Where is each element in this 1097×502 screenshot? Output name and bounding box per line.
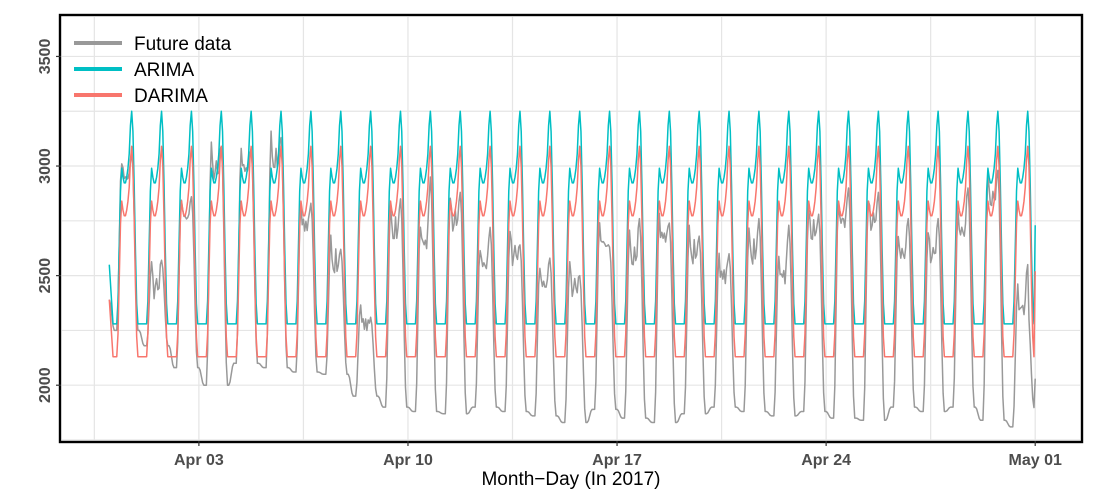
y-tick-label: 2000 [37, 367, 54, 403]
series-line-darima [108, 145, 1036, 358]
legend-label: ARIMA [134, 60, 195, 81]
y-tick-label: 2500 [37, 258, 54, 294]
series-line-arima [108, 110, 1036, 325]
y-tick-label: 3500 [37, 39, 54, 75]
series-lines [108, 110, 1036, 428]
x-axis-title: Month−Day (In 2017) [481, 469, 660, 490]
plot-panel-border [58, 13, 1084, 444]
x-axis: Apr 03 Apr 10 Apr 17 Apr 24 May 01 [174, 441, 1062, 469]
y-tick-label: 3000 [37, 148, 54, 184]
y-axis: 2000 2500 3000 3500 [37, 39, 61, 403]
legend-label: Future data [134, 34, 232, 55]
legend-label: DARIMA [134, 86, 208, 107]
x-tick-label: May 01 [1009, 452, 1062, 469]
x-tick-label: Apr 03 [174, 452, 224, 469]
grid-lines [62, 17, 1080, 441]
series-line-future-data [108, 130, 1036, 428]
x-tick-label: Apr 10 [383, 452, 433, 469]
x-tick-label: Apr 17 [592, 452, 642, 469]
legend: Future data ARIMA DARIMA [74, 34, 232, 107]
x-tick-label: Apr 24 [801, 452, 851, 469]
